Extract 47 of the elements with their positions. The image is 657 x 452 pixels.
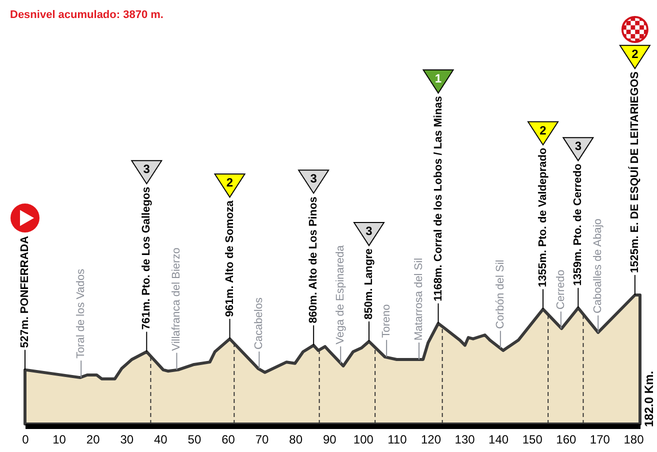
annotation: 961m. Alto de Somoza	[224, 200, 236, 317]
annotation: Toreno	[380, 304, 393, 338]
x-tick-label: 20	[86, 432, 100, 446]
x-tick-label: 40	[154, 432, 168, 446]
annotation: 850m. Langre	[362, 248, 375, 320]
annotation: 527m. PONFERRADA	[19, 236, 31, 348]
annotation: 1525m. E. DE ESQUÍ DE LEITARIEGOS	[628, 71, 641, 273]
x-tick-label: 180	[624, 432, 644, 446]
x-tick-label: 100	[353, 432, 374, 446]
annotation: Corbón del Sil	[494, 260, 506, 329]
annotation: 1359m. Pto. de Cerredo	[572, 163, 584, 286]
x-tick-label: 10	[52, 432, 66, 446]
x-tick-label: 30	[120, 432, 134, 446]
x-tick-label: 80	[289, 432, 303, 446]
chart-title: Desnivel acumulado: 3870 m.	[10, 9, 164, 21]
annotation: Cerredo	[554, 270, 567, 310]
x-tick-label: 60	[222, 432, 236, 446]
text: 3	[574, 139, 582, 154]
x-tick-label: 50	[188, 432, 202, 446]
x-tick-label: 150	[522, 432, 543, 446]
annotation: 860m. Alto de Los Pinos	[308, 196, 320, 324]
x-tick-label: 0	[22, 432, 30, 446]
annotation: Cacabelos	[253, 297, 266, 350]
annotation: Villafranca del Bierzo	[170, 248, 183, 351]
x-tick-label: 140	[488, 432, 509, 446]
annotation: 761m. Pto. de Los Gallegos	[140, 186, 153, 330]
x-tick-label: 90	[322, 432, 337, 446]
text: 3	[310, 172, 318, 186]
x-tick-label: 70	[255, 432, 270, 446]
text: 3	[143, 162, 150, 176]
text: 2	[226, 176, 234, 190]
annotation: 1355m. Pto. de Valdeprado	[537, 148, 550, 288]
annotation: Vega de Espinareda	[334, 244, 347, 344]
annotation: Caboalles de Abajo	[592, 218, 604, 314]
x-tick-label: 120	[420, 432, 442, 446]
annotation: Matarrosa del Sil	[413, 258, 426, 340]
x-tick-label: 160	[556, 432, 576, 446]
annotation: 1168m. Corral de los Lobos / Las Minas	[432, 96, 444, 302]
text: 2	[632, 46, 639, 61]
x-tick-label: 170	[590, 432, 610, 446]
text: 2	[540, 123, 547, 138]
annotation: 182.0 Km.	[642, 370, 656, 427]
x-tick-label: 130	[454, 432, 476, 446]
text: 3	[366, 224, 373, 238]
x-tick-label: 110	[388, 432, 408, 446]
annotation: Toral de los Vados	[75, 268, 88, 359]
text: 1	[434, 71, 442, 86]
